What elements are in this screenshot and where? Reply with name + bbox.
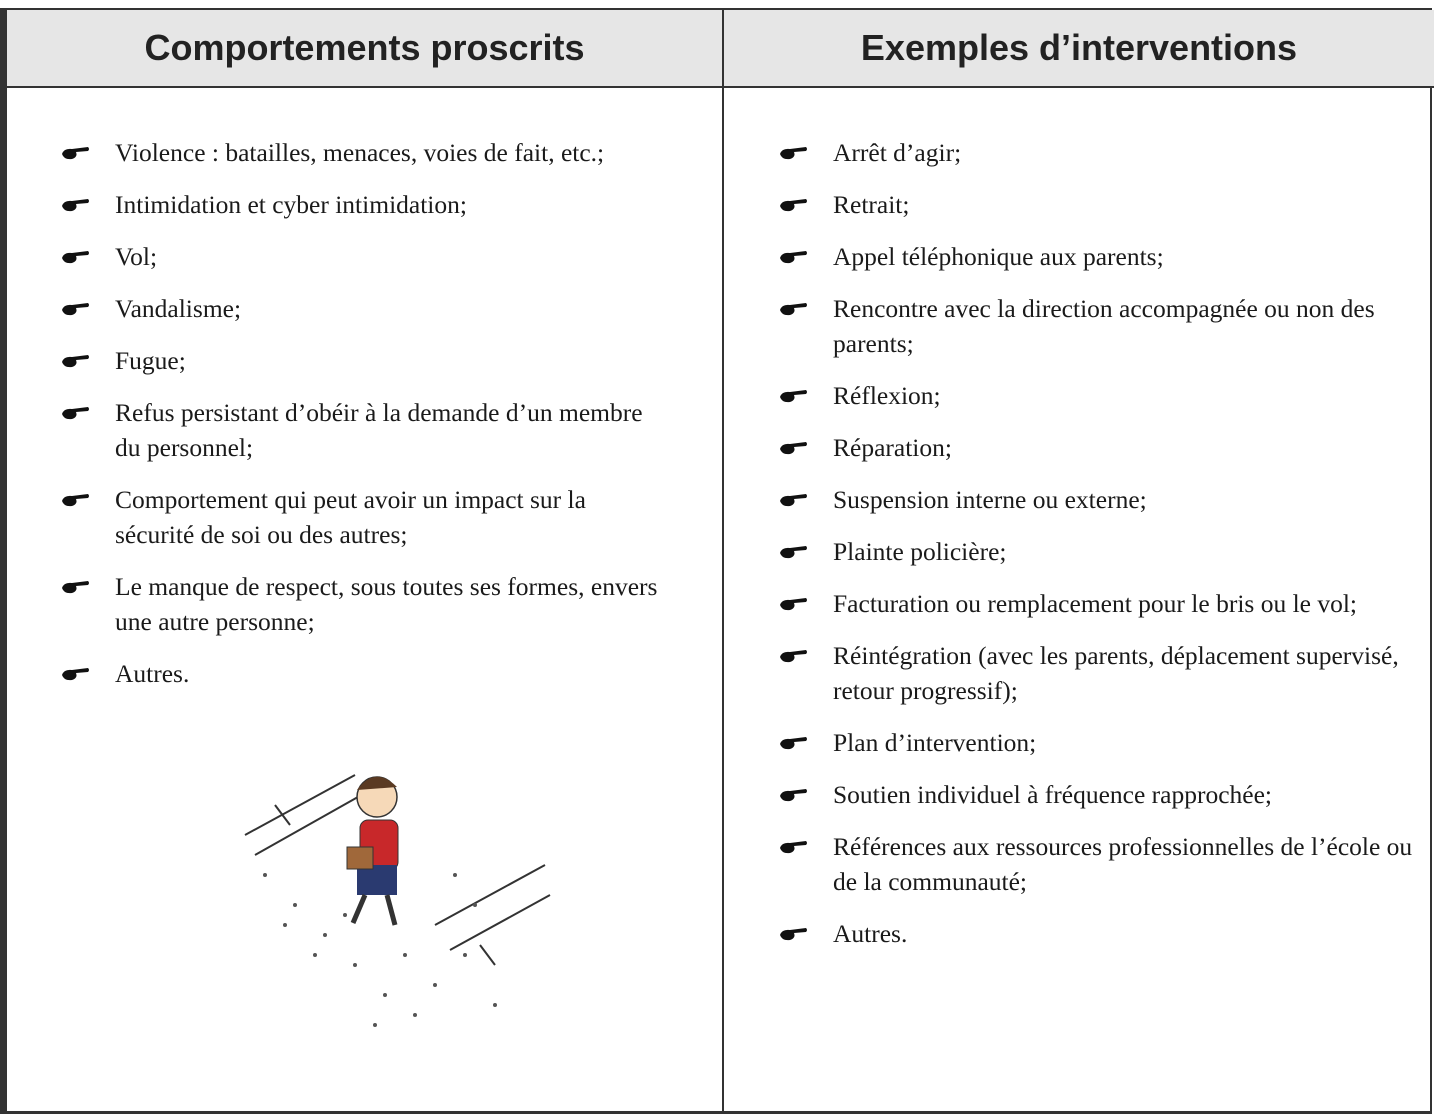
bullet-icon xyxy=(62,494,89,507)
bullet-list: Arrêt d’agir; Retrait; Appel téléphonique … xyxy=(778,135,1418,968)
list-item: Arrêt d’agir; xyxy=(778,135,1418,170)
item-text: Intimidation et cyber intimidation; xyxy=(115,190,467,219)
bullet-icon xyxy=(780,494,807,507)
list-item: Autres. xyxy=(778,916,1418,951)
item-text: Arrêt d’agir; xyxy=(833,138,962,167)
bullet-icon xyxy=(62,199,89,212)
item-text: Fugue; xyxy=(115,346,186,375)
list-item: Vandalisme; xyxy=(60,291,665,326)
item-text: Plan d’intervention; xyxy=(833,728,1037,757)
item-text: Vol; xyxy=(115,242,158,271)
bullet-icon xyxy=(780,442,807,455)
item-text: Références aux ressources professionnell… xyxy=(833,832,1413,896)
list-item: Intimidation et cyber intimidation; xyxy=(60,187,665,222)
bullet-icon xyxy=(780,251,807,264)
item-text: Réflexion; xyxy=(833,381,941,410)
list-item: Facturation ou remplacement pour le bris… xyxy=(778,586,1418,621)
list-item: Plainte policière; xyxy=(778,534,1418,569)
bullet-icon xyxy=(780,789,807,802)
item-text: Autres. xyxy=(115,659,190,688)
column-header: Exemples d’interventions xyxy=(722,10,1434,88)
item-text: Violence : batailles, menaces, voies de … xyxy=(115,138,605,167)
item-text: Appel téléphonique aux parents; xyxy=(833,242,1164,271)
list-item: Retrait; xyxy=(778,187,1418,222)
item-text: Réintégration (avec les parents, déplace… xyxy=(833,641,1399,705)
list-item: Appel téléphonique aux parents; xyxy=(778,239,1418,274)
list-item: Vol; xyxy=(60,239,665,274)
item-text: Le manque de respect, sous toutes ses fo… xyxy=(115,572,658,636)
illustration xyxy=(244,774,551,1027)
item-text: Facturation ou remplacement pour le bris… xyxy=(833,589,1358,618)
bullet-icon xyxy=(780,737,807,750)
list-item: Comportement qui peut avoir un impact su… xyxy=(60,482,665,552)
item-text: Retrait; xyxy=(833,190,910,219)
item-text: Rencontre avec la direction accompagnée … xyxy=(833,294,1375,358)
bullet-icon xyxy=(62,581,89,594)
item-text: Suspension interne ou externe; xyxy=(833,485,1147,514)
bullet-icon xyxy=(62,303,89,316)
bullet-icon xyxy=(780,650,807,663)
list-item: Autres. xyxy=(60,656,665,691)
column-header: Comportements proscrits xyxy=(7,10,722,88)
bullet-icon xyxy=(780,546,807,559)
list-item: Suspension interne ou externe; xyxy=(778,482,1418,517)
list-item: Violence : batailles, menaces, voies de … xyxy=(60,135,665,170)
bullet-icon xyxy=(780,303,807,316)
bullet-icon xyxy=(780,199,807,212)
item-text: Soutien individuel à fréquence rapproché… xyxy=(833,780,1272,809)
bullet-icon xyxy=(62,668,89,681)
bullet-icon xyxy=(780,390,807,403)
bullet-icon xyxy=(62,407,89,420)
list-item: Réintégration (avec les parents, déplace… xyxy=(778,638,1418,708)
table: Comportements proscrits Exemples d’inter… xyxy=(0,8,1434,1114)
bullet-icon xyxy=(780,928,807,941)
item-text: Réparation; xyxy=(833,433,952,462)
bullet-icon xyxy=(780,598,807,611)
bullet-icon xyxy=(62,147,89,160)
bullet-icon xyxy=(62,355,89,368)
bullet-icon xyxy=(780,147,807,160)
item-text: Refus persistant d’obéir à la demande d’… xyxy=(115,398,643,462)
list-item: Réparation; xyxy=(778,430,1418,465)
list-item: Soutien individuel à fréquence rapproché… xyxy=(778,777,1418,812)
list-item: Le manque de respect, sous toutes ses fo… xyxy=(60,569,665,639)
list-item: Plan d’intervention; xyxy=(778,725,1418,760)
column-divider xyxy=(722,88,724,1113)
list-item: Rencontre avec la direction accompagnée … xyxy=(778,291,1418,361)
list-item: Réflexion; xyxy=(778,378,1418,413)
item-text: Plainte policière; xyxy=(833,537,1007,566)
list-item: Fugue; xyxy=(60,343,665,378)
bullet-icon xyxy=(62,251,89,264)
bullet-list: Violence : batailles, menaces, voies de … xyxy=(60,135,665,708)
list-item: Refus persistant d’obéir à la demande d’… xyxy=(60,395,665,465)
item-text: Autres. xyxy=(833,919,908,948)
item-text: Vandalisme; xyxy=(115,294,242,323)
list-item: Références aux ressources professionnell… xyxy=(778,829,1418,899)
bullet-icon xyxy=(780,841,807,854)
item-text: Comportement qui peut avoir un impact su… xyxy=(115,485,586,549)
